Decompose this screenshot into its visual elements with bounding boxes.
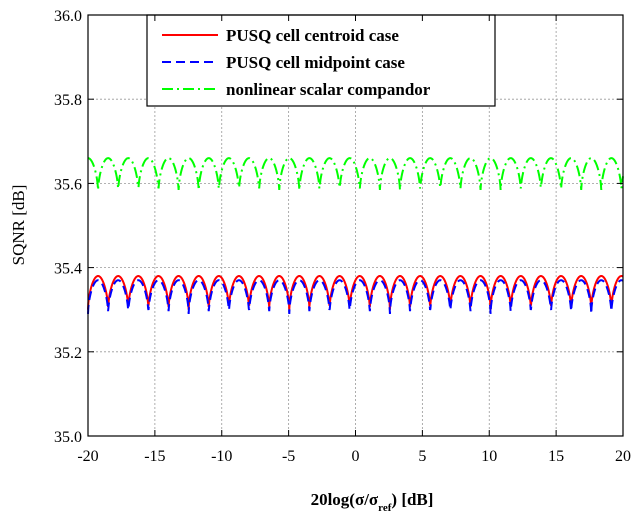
- legend-label-compandor: nonlinear scalar compandor: [226, 80, 431, 99]
- x-tick-label: 5: [418, 448, 426, 465]
- legend-label-centroid: PUSQ cell centroid case: [226, 26, 399, 45]
- y-tick-label: 35.2: [54, 345, 82, 362]
- y-tick-label: 35.4: [54, 261, 82, 278]
- x-tick-label: 20: [615, 448, 631, 465]
- series-line-2: [87, 157, 624, 191]
- y-tick-label: 35.8: [54, 92, 82, 109]
- x-axis-title-sub: ref: [378, 502, 392, 514]
- x-tick-label: -20: [77, 448, 98, 465]
- legend-label-midpoint: PUSQ cell midpoint case: [226, 53, 405, 72]
- x-tick-label: -5: [282, 448, 295, 465]
- legend-box: [146, 14, 496, 107]
- tick-labels: -20 -15 -10 -5 0 5 10 15 20 35.0 35.2 35.4 35.6 35.8 3…: [54, 8, 631, 465]
- x-tick-label: 15: [548, 448, 564, 465]
- y-tick-label: 36.0: [54, 8, 82, 25]
- series-curves: [87, 157, 624, 314]
- x-tick-label: -10: [211, 448, 232, 465]
- series-line-1: [87, 279, 624, 314]
- x-axis-title-main: 20log(σ/σ: [311, 490, 379, 509]
- x-tick-label: 10: [481, 448, 497, 465]
- x-tick-label: 0: [352, 448, 360, 465]
- y-axis-title: SQNR [dB]: [9, 185, 28, 266]
- x-tick-label: -15: [144, 448, 165, 465]
- y-tick-label: 35.0: [54, 429, 82, 446]
- axis-ticks: [87, 14, 624, 437]
- x-axis-title-tail: ) [dB]: [391, 490, 433, 509]
- x-axis-title: 20log(σ/σref) [dB]: [311, 490, 434, 514]
- series-line-0: [87, 275, 624, 310]
- y-tick-label: 35.6: [54, 176, 82, 193]
- legend: PUSQ cell centroid case PUSQ cell midpoi…: [162, 26, 431, 99]
